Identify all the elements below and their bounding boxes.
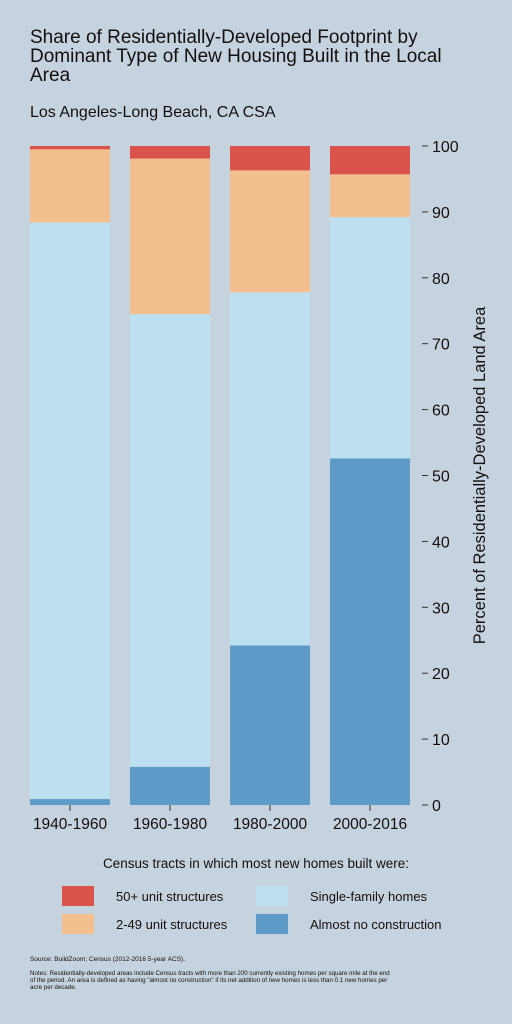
legend-swatch-single-family — [256, 886, 288, 906]
legend-swatch-2-49 — [62, 914, 94, 934]
bar-segment-0-3 — [30, 146, 110, 150]
bar-segment-1-1 — [130, 314, 210, 767]
legend-label-single-family: Single-family homes — [310, 888, 428, 904]
source-note: Source: BuildZoom; Census (2012-2016 5-y… — [30, 956, 185, 963]
bar-segment-0-0 — [30, 799, 110, 805]
x-tick-label-2: 1980-2000 — [233, 816, 308, 833]
y-tick-label-6: 60 — [432, 403, 450, 420]
stacked-bar-chart: 1940-1960 1960-1980 1980-2000 2000-2016 0 10 2… — [30, 139, 489, 833]
notes-text: Notes: Residentially-developed areas inc… — [30, 970, 390, 991]
legend-item-no-construction: Almost no construction — [256, 914, 442, 934]
chart-subtitle: Los Angeles-Long Beach, CA CSA — [30, 104, 276, 121]
y-axis-label: Percent of Residentially-Developed Land … — [471, 306, 489, 644]
bar-segment-1-2 — [130, 158, 210, 315]
legend-item-50plus: 50+ unit structures — [62, 886, 223, 906]
legend-item-single-family: Single-family homes — [256, 886, 427, 906]
legend-swatch-no-construction — [256, 914, 288, 934]
legend-title: Census tracts in which most new homes bu… — [102, 856, 410, 871]
legend-label-no-construction: Almost no construction — [310, 916, 442, 932]
bar-segment-2-0 — [230, 645, 310, 805]
bar-segment-3-2 — [330, 174, 410, 218]
bar-segment-2-2 — [230, 170, 310, 293]
y-tick-label-8: 80 — [432, 271, 450, 288]
y-tick-label-4: 40 — [432, 534, 450, 551]
legend-label-2-49: 2-49 unit structures — [116, 916, 228, 932]
bar-segment-1-0 — [130, 766, 210, 805]
legend-item-2-49: 2-49 unit structures — [62, 914, 227, 934]
bar-segment-0-1 — [30, 222, 110, 800]
legend-swatch-50plus — [62, 886, 94, 906]
y-tick-label-0: 0 — [432, 798, 441, 815]
y-tick-label-5: 50 — [432, 469, 450, 486]
legend-label-50plus: 50+ unit structures — [116, 888, 224, 904]
y-tick-label-9: 90 — [432, 205, 450, 222]
bar-segment-1-3 — [130, 146, 210, 159]
y-tick-label-10: 100 — [432, 139, 459, 156]
bar-segment-3-0 — [330, 458, 410, 805]
chart-title: Share of Residentially-Developed Footpri… — [30, 27, 442, 86]
y-tick-label-1: 10 — [432, 732, 450, 749]
bar-segment-2-1 — [230, 292, 310, 646]
x-tick-label-3: 2000-2016 — [333, 816, 407, 833]
y-tick-label-7: 70 — [432, 337, 450, 354]
y-tick-label-3: 30 — [432, 600, 450, 617]
y-tick-label-2: 20 — [432, 666, 450, 683]
bar-segment-2-3 — [230, 146, 310, 171]
x-tick-label-0: 1940-1960 — [33, 816, 108, 833]
bar-segment-0-2 — [30, 149, 110, 223]
bar-segment-3-1 — [330, 217, 410, 459]
x-tick-label-1: 1960-1980 — [133, 816, 208, 833]
bar-segment-3-3 — [330, 146, 410, 175]
